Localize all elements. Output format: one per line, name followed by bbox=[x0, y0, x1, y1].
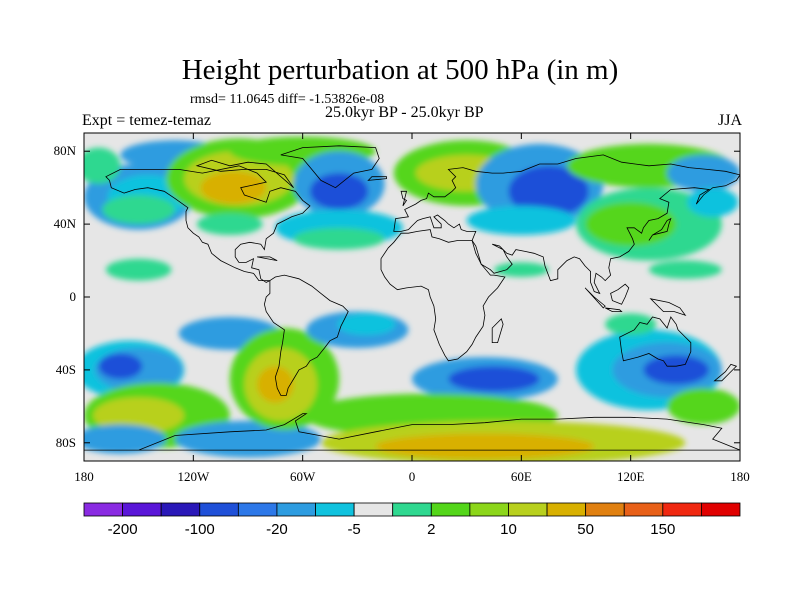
colorbar-swatch bbox=[353, 502, 394, 517]
field-blob bbox=[448, 366, 540, 392]
lon-tick-label: 60E bbox=[511, 469, 532, 484]
field-blob bbox=[687, 187, 739, 217]
coastline bbox=[605, 307, 623, 312]
lat-tick-label: 0 bbox=[70, 289, 77, 304]
coastline bbox=[280, 145, 380, 189]
map-axes: 80N 40N 0 40S 80S 180 120W 60W 0 60E 120E 180 bbox=[54, 133, 750, 484]
coastline bbox=[400, 190, 408, 207]
lat-tick-label: 40S bbox=[56, 362, 76, 377]
colorbar-swatch bbox=[237, 502, 278, 517]
period-label: 25.0kyr BP - 25.0kyr BP bbox=[325, 104, 484, 121]
colorbar-label: 150 bbox=[650, 521, 675, 538]
field-blob bbox=[648, 260, 722, 279]
coastline bbox=[380, 229, 506, 362]
colorbar-swatch bbox=[662, 502, 702, 517]
coastline bbox=[105, 165, 311, 283]
lat-tick-label: 80S bbox=[56, 435, 76, 450]
colorbar-label: -5 bbox=[347, 521, 360, 538]
colorbar-label: -20 bbox=[266, 521, 288, 538]
colorbar-label: -200 bbox=[108, 521, 138, 538]
coastline bbox=[367, 176, 387, 181]
field-blob bbox=[196, 213, 263, 236]
colorbar-swatch bbox=[276, 502, 316, 517]
coastline bbox=[491, 318, 504, 343]
coastline bbox=[195, 159, 294, 189]
colorbar-swatch bbox=[469, 502, 509, 517]
colorbar-swatch bbox=[623, 502, 664, 517]
field-blob bbox=[375, 433, 595, 460]
coastline bbox=[84, 413, 740, 451]
contour-field bbox=[84, 136, 740, 461]
field-blob bbox=[337, 313, 396, 336]
colorbar-swatch bbox=[585, 502, 625, 517]
field-blob bbox=[93, 397, 185, 434]
experiment-label: Expt = temez-temaz bbox=[82, 112, 211, 129]
season-label: JJA bbox=[717, 112, 742, 129]
field-blob bbox=[508, 165, 589, 217]
field-blob bbox=[466, 205, 576, 236]
coastline bbox=[610, 283, 630, 305]
lat-tick-label: 80N bbox=[54, 143, 77, 158]
colorbar-swatch bbox=[546, 502, 587, 517]
lon-tick-label: 60W bbox=[290, 469, 316, 484]
field-blob bbox=[667, 154, 740, 192]
field-blob bbox=[98, 353, 143, 379]
coastlines bbox=[84, 145, 740, 451]
field-blob bbox=[643, 355, 710, 385]
coastline bbox=[263, 274, 349, 396]
colorbar-swatch bbox=[315, 502, 355, 517]
coastline bbox=[713, 363, 738, 382]
field-blob bbox=[293, 227, 385, 250]
rmsd-diff-text: rmsd= 11.0645 diff= -1.53826e-08 bbox=[190, 92, 385, 107]
field-blob bbox=[605, 313, 657, 336]
coastline bbox=[393, 154, 740, 295]
field-blob bbox=[102, 194, 176, 225]
colorbar: -200 -100 -20 -5 2 10 50 150 bbox=[83, 502, 741, 538]
field-blob bbox=[84, 147, 121, 185]
coastline bbox=[649, 298, 687, 316]
lon-tick-label: 0 bbox=[409, 469, 416, 484]
colorbar-swatch bbox=[392, 502, 432, 517]
colorbar-swatch bbox=[160, 502, 201, 517]
coastline bbox=[584, 287, 606, 309]
field-blob bbox=[493, 262, 549, 277]
field-blob bbox=[309, 173, 369, 210]
field-blob bbox=[84, 424, 166, 454]
map-title: Height perturbation at 500 hPa (in m) bbox=[181, 54, 619, 86]
coastline bbox=[257, 256, 278, 261]
field-blob bbox=[585, 202, 677, 246]
colorbar-swatch bbox=[508, 502, 548, 517]
coastline bbox=[619, 316, 692, 367]
lon-tick-label: 180 bbox=[730, 469, 750, 484]
lon-tick-label: 120E bbox=[617, 469, 645, 484]
colorbar-swatch bbox=[701, 502, 741, 517]
lat-tick-label: 40N bbox=[54, 216, 77, 231]
field-blob bbox=[200, 171, 267, 205]
colorbar-swatch bbox=[83, 502, 123, 517]
colorbar-label: -100 bbox=[185, 521, 215, 538]
colorbar-swatch bbox=[199, 502, 239, 517]
field-blob bbox=[257, 366, 294, 403]
colorbar-swatch bbox=[430, 502, 471, 517]
colorbar-label: 2 bbox=[427, 521, 435, 538]
lon-tick-label: 120W bbox=[177, 469, 210, 484]
field-blob bbox=[667, 388, 740, 425]
field-blob bbox=[105, 258, 172, 281]
colorbar-swatch bbox=[122, 502, 162, 517]
colorbar-label: 50 bbox=[577, 521, 594, 538]
lon-tick-label: 180 bbox=[74, 469, 94, 484]
colorbar-label: 10 bbox=[500, 521, 517, 538]
coastline bbox=[648, 217, 672, 241]
